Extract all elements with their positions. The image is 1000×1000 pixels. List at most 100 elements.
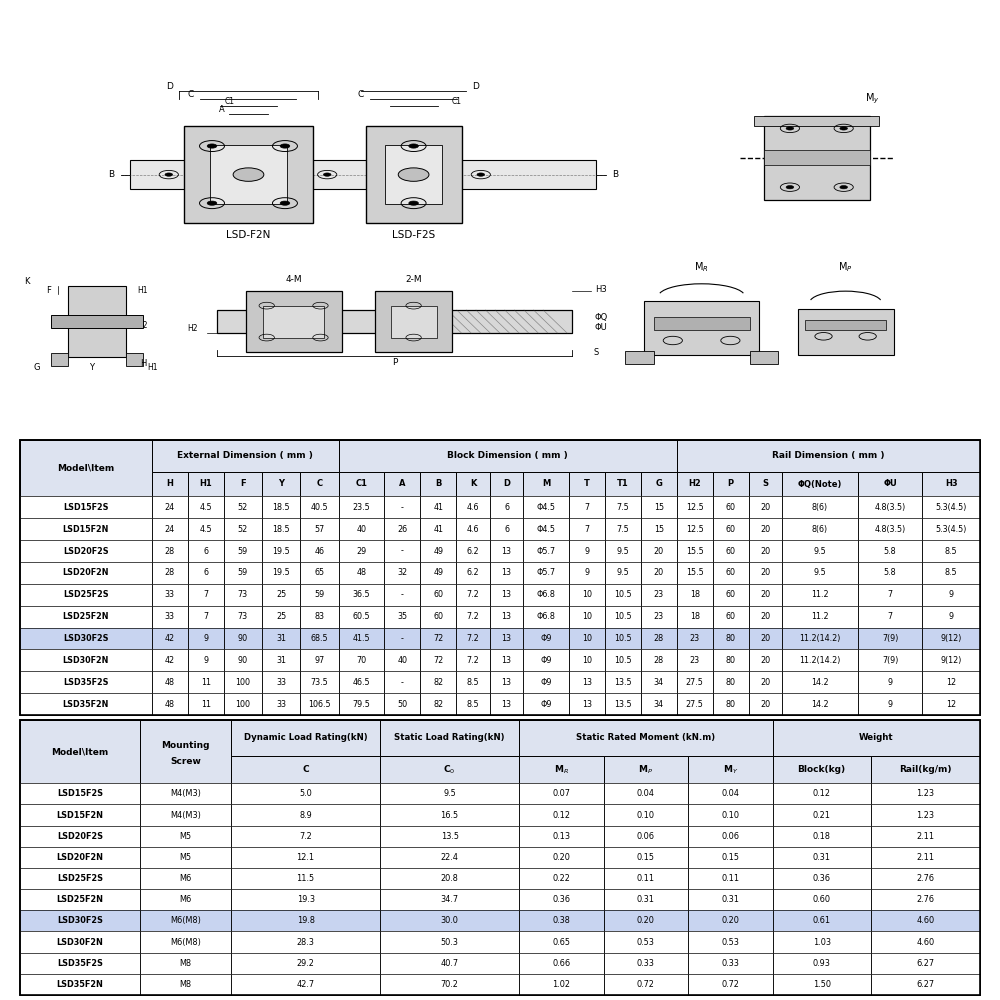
Bar [604, 847, 688, 868]
Bar [152, 584, 188, 606]
Bar [490, 562, 523, 584]
Text: D: D [166, 82, 173, 91]
Bar [380, 974, 519, 995]
Text: 46: 46 [315, 547, 325, 556]
Text: 60: 60 [726, 525, 736, 534]
Bar [224, 584, 262, 606]
Bar [20, 693, 980, 715]
Text: 82: 82 [433, 700, 443, 709]
Bar [384, 606, 420, 628]
Bar [300, 496, 339, 518]
Bar [871, 847, 980, 868]
Bar [519, 720, 773, 756]
Text: 49: 49 [433, 547, 443, 556]
Text: 90: 90 [238, 634, 248, 643]
Text: 0.36: 0.36 [813, 874, 831, 883]
Text: 83: 83 [315, 612, 325, 621]
Text: 0.65: 0.65 [552, 938, 570, 947]
Bar [420, 562, 456, 584]
Bar [713, 671, 749, 693]
Bar [604, 931, 688, 953]
Text: 7.2: 7.2 [467, 612, 479, 621]
Bar [782, 693, 858, 715]
Text: 7(9): 7(9) [882, 656, 898, 665]
Bar [210, 145, 287, 204]
Text: 15: 15 [654, 503, 664, 512]
Text: 4.5: 4.5 [199, 525, 212, 534]
Text: Weight: Weight [859, 733, 894, 742]
Text: 4.8(3.5): 4.8(3.5) [874, 503, 906, 512]
Bar [922, 584, 980, 606]
Text: 0.38: 0.38 [553, 916, 570, 925]
Bar [20, 440, 152, 496]
Bar [380, 804, 519, 826]
Text: 82: 82 [433, 678, 443, 687]
Bar [523, 584, 569, 606]
Text: 31: 31 [276, 656, 286, 665]
Text: 13: 13 [502, 678, 512, 687]
Text: -: - [401, 503, 404, 512]
Text: 73.5: 73.5 [311, 678, 329, 687]
Bar [380, 783, 519, 804]
Bar [384, 472, 420, 496]
Text: 33: 33 [165, 590, 175, 599]
Bar [20, 868, 140, 889]
Text: 36.5: 36.5 [353, 590, 370, 599]
Bar [782, 649, 858, 671]
Text: 0.31: 0.31 [637, 895, 655, 904]
Bar [20, 628, 152, 649]
Text: 7.5: 7.5 [616, 503, 629, 512]
Text: 32: 32 [397, 568, 407, 577]
Text: 6: 6 [203, 568, 208, 577]
Circle shape [165, 173, 173, 176]
Bar [749, 518, 782, 540]
Text: P: P [392, 358, 397, 367]
Text: F: F [240, 480, 246, 488]
Bar [523, 693, 569, 715]
Text: G: G [33, 363, 40, 372]
Text: 20: 20 [654, 547, 664, 556]
Bar [20, 931, 140, 953]
Bar [519, 910, 604, 931]
Text: LSD-F2S: LSD-F2S [392, 231, 435, 240]
Text: 8.5: 8.5 [467, 700, 479, 709]
Text: 40: 40 [357, 525, 367, 534]
Text: 2.11: 2.11 [916, 832, 934, 841]
Bar [20, 584, 980, 606]
Bar [490, 671, 523, 693]
Text: 1.50: 1.50 [813, 980, 831, 989]
Bar [641, 562, 677, 584]
Text: 11.5: 11.5 [297, 874, 315, 883]
Bar [140, 847, 231, 868]
Text: 0.10: 0.10 [637, 811, 655, 820]
Bar [384, 496, 420, 518]
Text: 7: 7 [584, 503, 589, 512]
Bar [749, 628, 782, 649]
Text: 18.5: 18.5 [272, 525, 290, 534]
Bar [262, 606, 300, 628]
Text: 9.5: 9.5 [814, 547, 826, 556]
Bar [262, 496, 300, 518]
Text: 100: 100 [235, 700, 250, 709]
Text: 42: 42 [165, 656, 175, 665]
Text: A: A [219, 105, 224, 114]
Text: 28: 28 [165, 568, 175, 577]
Text: 24: 24 [165, 525, 175, 534]
Text: C: C [358, 90, 364, 99]
Text: -: - [401, 634, 404, 643]
Text: 60: 60 [433, 590, 443, 599]
Bar [922, 518, 980, 540]
Bar [871, 783, 980, 804]
Bar [152, 628, 188, 649]
Text: -: - [401, 678, 404, 687]
Bar [384, 584, 420, 606]
Text: D: D [473, 82, 479, 91]
Bar [20, 931, 980, 953]
Bar [231, 783, 380, 804]
Bar [569, 606, 605, 628]
Bar [456, 649, 490, 671]
Text: 9: 9 [888, 700, 893, 709]
Text: 48: 48 [165, 678, 175, 687]
Text: 106.5: 106.5 [308, 700, 331, 709]
Bar [750, 351, 778, 364]
